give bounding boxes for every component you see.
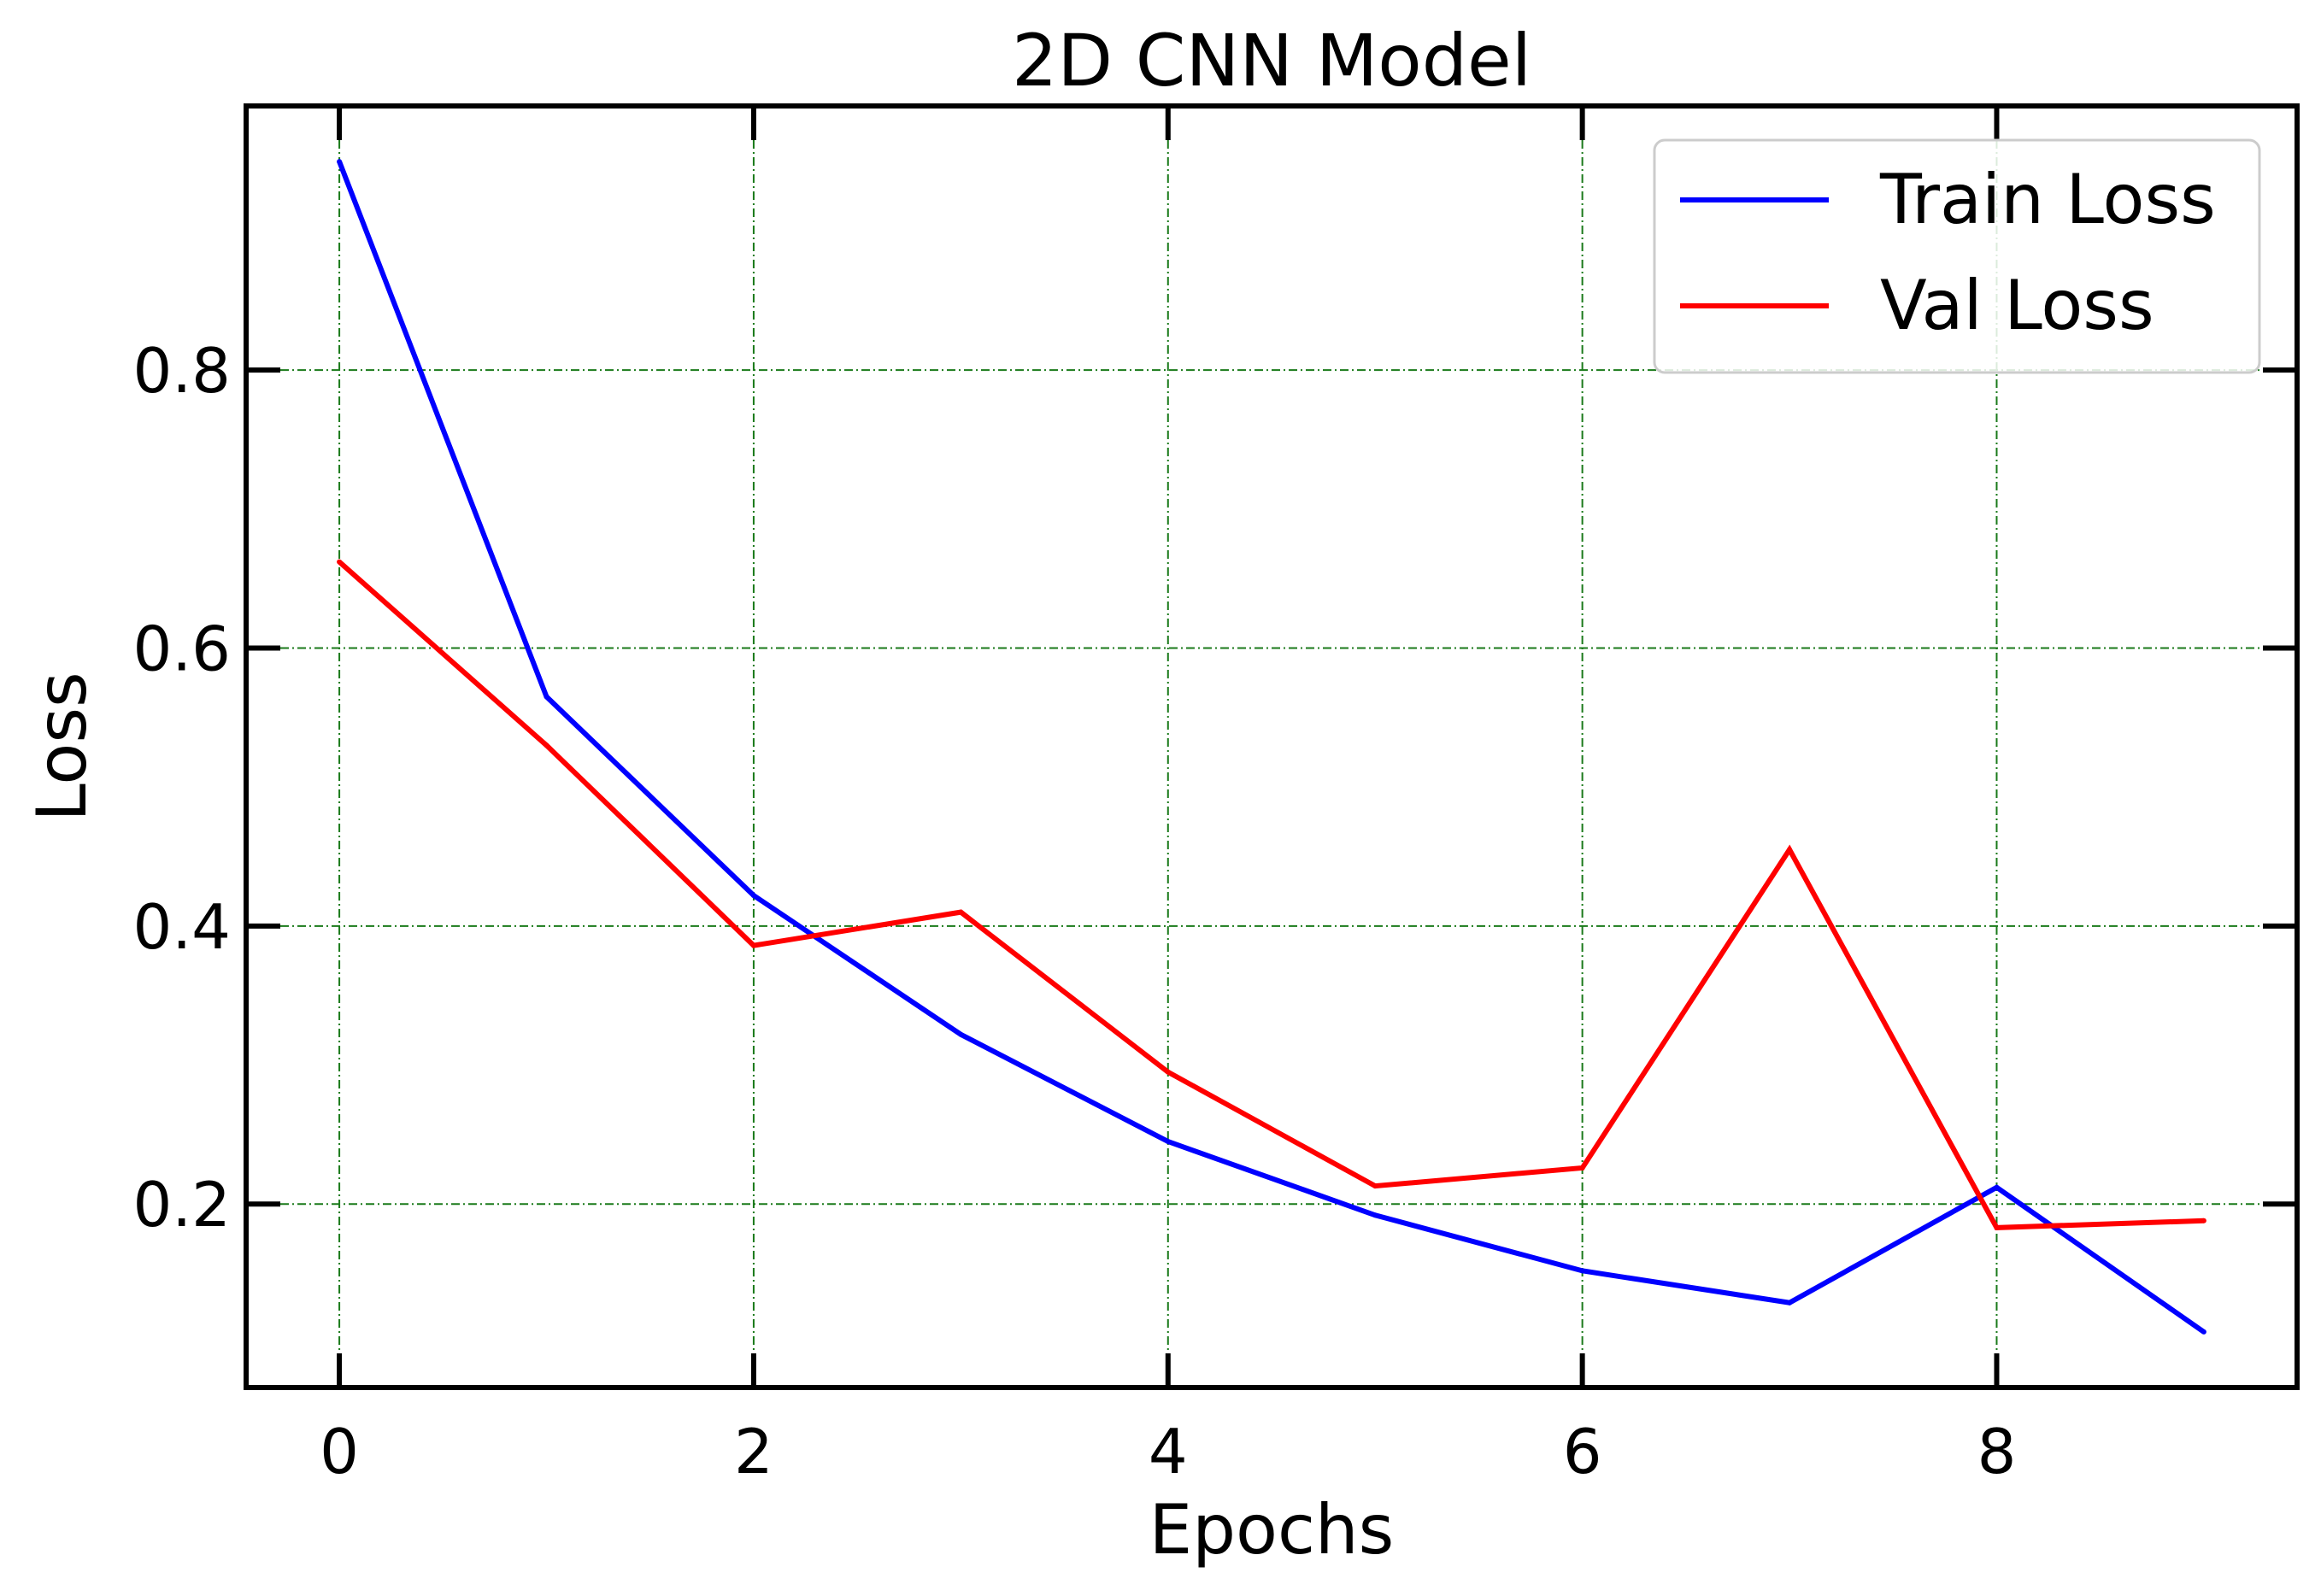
data-point xyxy=(544,694,549,700)
chart-title: 2D CNN Model xyxy=(1012,19,1531,103)
data-point xyxy=(2201,1218,2206,1223)
x-tick-label: 2 xyxy=(734,1416,773,1487)
y-axis-label: Loss xyxy=(22,672,102,821)
x-tick-label: 0 xyxy=(320,1416,359,1487)
data-point xyxy=(1165,1139,1171,1145)
legend-label: Train Loss xyxy=(1879,160,2216,239)
x-tick-label: 6 xyxy=(1563,1416,1602,1487)
tick-layer: 0 2 4 6 8 0.2 0.4 0.6 0.8 xyxy=(132,106,2297,1487)
series-line-val-loss xyxy=(338,560,2205,1230)
data-point xyxy=(337,159,343,165)
x-axis-label: Epochs xyxy=(1149,1490,1395,1570)
data-point xyxy=(750,942,756,948)
data-point xyxy=(1579,1268,1585,1274)
y-tick-label: 0.6 xyxy=(132,613,231,684)
data-point xyxy=(337,559,343,565)
data-point xyxy=(958,1031,964,1037)
data-point xyxy=(544,742,549,748)
data-point xyxy=(1372,1183,1378,1189)
series-line-train-loss xyxy=(337,160,2206,1335)
legend: Train Loss Val Loss xyxy=(1653,138,2261,374)
x-tick-label: 8 xyxy=(1977,1416,2017,1487)
data-point xyxy=(1787,1300,1793,1306)
plot-frame xyxy=(244,103,2300,1390)
data-point xyxy=(1579,1165,1585,1171)
series-layer xyxy=(337,159,2206,1335)
data-point xyxy=(958,909,964,915)
data-point xyxy=(1787,847,1793,853)
y-tick-label: 0.8 xyxy=(132,335,231,407)
data-point xyxy=(750,893,756,899)
data-point xyxy=(1994,1224,2000,1230)
legend-label: Val Loss xyxy=(1880,266,2154,345)
data-point xyxy=(2201,1329,2206,1335)
y-tick-label: 0.2 xyxy=(132,1169,231,1241)
data-point xyxy=(1372,1212,1378,1218)
x-tick-label: 4 xyxy=(1149,1416,1188,1487)
data-point xyxy=(1165,1069,1171,1075)
data-point xyxy=(1994,1184,2000,1190)
y-tick-label: 0.4 xyxy=(132,891,231,963)
